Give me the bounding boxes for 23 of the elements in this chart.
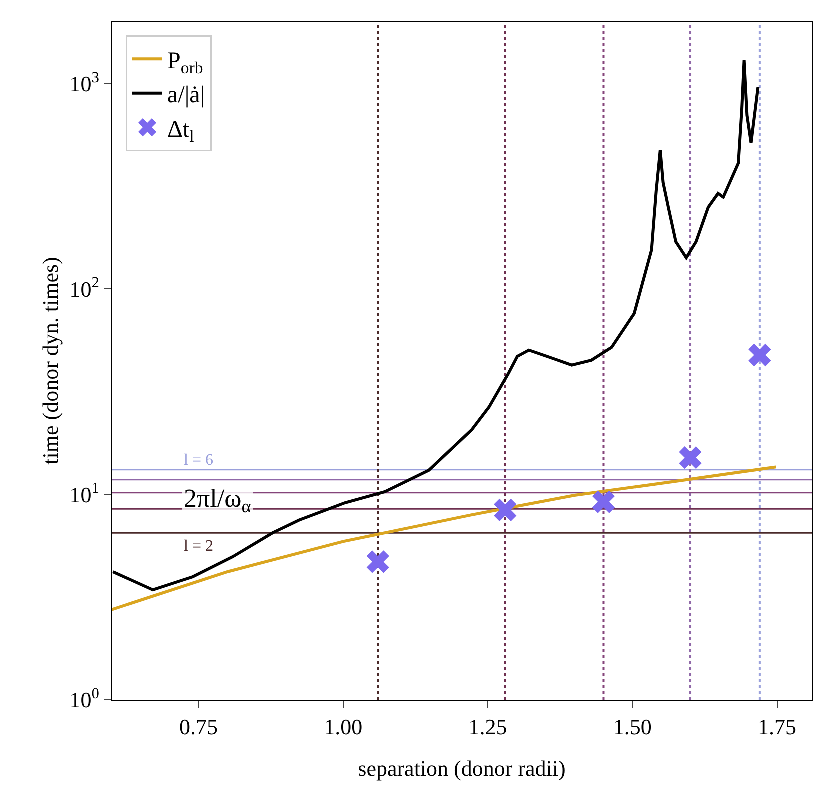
x-axis-title: separation (donor radii) bbox=[358, 756, 566, 782]
point bbox=[494, 498, 517, 522]
x-tick-label: 1.50 bbox=[613, 714, 652, 740]
x-tick-label: 1.25 bbox=[468, 714, 508, 740]
y-axis-title: time (donor dyn. times) bbox=[38, 257, 63, 465]
line-series bbox=[112, 466, 778, 612]
point bbox=[748, 344, 772, 367]
legend-label: Δt$_{l}$ bbox=[168, 116, 195, 146]
y-tick-label: 10$^{2}$ bbox=[70, 274, 100, 302]
y-tick-label: 10$^{1}$ bbox=[70, 480, 100, 508]
y-tick-label: 10$^{0}$ bbox=[70, 685, 100, 713]
annotation: 2πl/ω$_{α}$ bbox=[184, 484, 252, 516]
point bbox=[366, 550, 390, 574]
x-tick-label: 0.75 bbox=[180, 714, 218, 740]
point bbox=[592, 490, 616, 514]
legend-label: P$_{orb}$ bbox=[168, 48, 204, 78]
annotation: l = 6 bbox=[184, 452, 214, 469]
annotation: l = 2 bbox=[184, 538, 214, 555]
y-tick-label: 10$^{3}$ bbox=[70, 69, 100, 97]
legend-label: a/|ȧ| bbox=[168, 82, 206, 109]
point bbox=[679, 446, 702, 470]
x-tick-label: 1.75 bbox=[758, 714, 797, 740]
x-tick-label: 1.00 bbox=[324, 714, 363, 740]
